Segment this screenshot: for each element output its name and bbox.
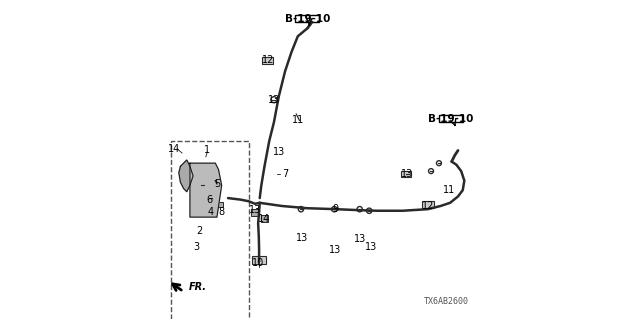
Polygon shape	[190, 163, 221, 217]
Text: 12: 12	[262, 55, 274, 65]
Text: 2: 2	[196, 226, 203, 236]
Bar	[262, 57, 273, 63]
Text: 4: 4	[207, 207, 214, 217]
Text: 11: 11	[444, 185, 456, 195]
Text: 10: 10	[252, 258, 264, 268]
Text: 9: 9	[332, 204, 339, 214]
Bar	[439, 115, 463, 122]
Bar	[171, 141, 248, 320]
Text: 13: 13	[329, 245, 341, 255]
Text: TX6AB2600: TX6AB2600	[424, 297, 469, 306]
Text: 13: 13	[273, 147, 285, 157]
Text: 13: 13	[296, 233, 308, 243]
Text: 6: 6	[207, 195, 212, 205]
Bar	[260, 215, 268, 222]
Text: 14: 14	[259, 214, 271, 224]
Text: 12: 12	[422, 201, 434, 211]
Text: 14: 14	[168, 144, 180, 154]
Text: 7: 7	[282, 169, 288, 179]
Text: FR.: FR.	[188, 282, 206, 292]
Bar	[217, 202, 223, 207]
Bar	[252, 256, 266, 264]
Text: B-19-10: B-19-10	[428, 114, 474, 124]
Text: 5: 5	[214, 179, 220, 189]
Bar	[401, 171, 411, 177]
Text: 13: 13	[365, 242, 377, 252]
Text: B-19-10: B-19-10	[285, 14, 330, 24]
Text: 13: 13	[353, 234, 366, 244]
Text: 8: 8	[219, 207, 225, 217]
Text: 13: 13	[401, 169, 413, 179]
Text: 13: 13	[268, 95, 280, 105]
Text: 13: 13	[249, 205, 261, 215]
Text: 1: 1	[204, 146, 211, 156]
Bar	[251, 209, 259, 216]
Polygon shape	[179, 160, 193, 192]
Text: 11: 11	[292, 115, 305, 125]
Text: 3: 3	[193, 242, 199, 252]
Bar	[422, 201, 433, 208]
Bar	[296, 15, 319, 22]
